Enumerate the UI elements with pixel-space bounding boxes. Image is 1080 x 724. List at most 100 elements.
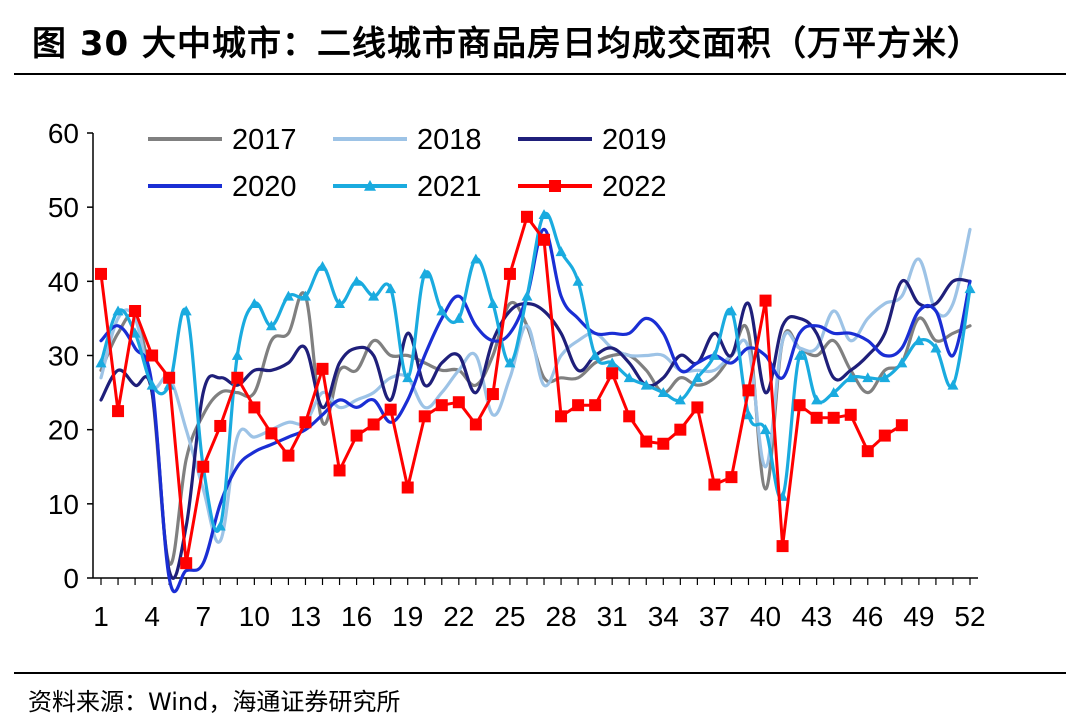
data-point-2022 [299, 416, 312, 429]
data-point-2021 [487, 298, 499, 308]
data-point-2021 [964, 283, 976, 294]
legend-label-2022: 2022 [602, 171, 667, 203]
data-point-2022 [708, 478, 721, 491]
data-point-2021 [317, 261, 329, 271]
legend-label-2020: 2020 [232, 171, 297, 203]
source-rule [14, 672, 1066, 674]
series-line-2022 [99, 215, 904, 565]
data-point-2022 [589, 399, 602, 412]
data-point-2021 [691, 372, 703, 383]
series-layer [95, 209, 976, 594]
data-point-2022 [367, 418, 380, 431]
data-point-2022 [810, 411, 823, 424]
data-point-2021 [282, 290, 294, 301]
series-line-2018 [99, 227, 972, 544]
data-point-2022 [640, 435, 653, 448]
data-point-2022 [316, 362, 329, 375]
series-2021 [95, 209, 976, 533]
x-tick-label: 28 [545, 601, 576, 632]
data-point-2022 [623, 410, 636, 423]
x-tick-label: 16 [341, 601, 372, 632]
data-point-2021 [248, 298, 260, 308]
data-point-2022 [282, 449, 295, 462]
legend-label-2017: 2017 [232, 124, 297, 156]
data-point-2021 [760, 424, 772, 435]
data-point-2022 [180, 557, 193, 570]
data-point-2021 [879, 372, 891, 383]
data-point-2022 [95, 267, 107, 280]
legend-item-2017: 2017 [148, 124, 297, 156]
legend-marker-2021 [364, 180, 376, 191]
data-point-2021 [146, 379, 158, 390]
data-point-2022 [776, 540, 789, 553]
legend-label-2018: 2018 [417, 124, 482, 156]
data-point-2022 [742, 384, 755, 397]
data-point-2022 [163, 371, 176, 384]
data-point-2022 [861, 445, 874, 458]
data-point-2022 [674, 423, 687, 436]
data-point-2022 [725, 471, 738, 484]
legend-label-2019: 2019 [602, 124, 667, 156]
y-tick-label: 20 [48, 415, 79, 446]
data-point-2021 [385, 283, 397, 294]
data-point-2021 [640, 379, 652, 390]
legend-label-2021: 2021 [417, 171, 482, 203]
data-point-2022 [197, 460, 210, 473]
data-point-2021 [828, 387, 840, 397]
series-2018 [99, 227, 972, 544]
x-tick-label: 49 [903, 601, 934, 632]
data-point-2021 [589, 350, 601, 360]
data-point-2021 [794, 350, 806, 360]
x-tick-label: 7 [195, 601, 211, 632]
x-tick-label: 13 [290, 601, 321, 632]
x-tick-label: 22 [443, 601, 474, 632]
data-point-2021 [623, 372, 635, 383]
data-point-2021 [453, 312, 465, 323]
data-point-2022 [146, 349, 159, 362]
data-point-2022 [265, 427, 278, 440]
data-point-2022 [606, 367, 619, 380]
data-point-2021 [896, 357, 908, 368]
chart-axes: 0 10 20 30 40 50 60 1 4 7 10 13 16 19 22 25 28 31 34 37 40 43… [48, 118, 986, 632]
data-point-2021 [811, 394, 823, 405]
x-tick-label: 25 [494, 601, 525, 632]
x-tick-label: 4 [144, 601, 160, 632]
data-point-2022 [827, 411, 840, 424]
data-point-2021 [112, 305, 124, 316]
data-point-2021 [504, 357, 516, 368]
data-point-2021 [351, 275, 363, 286]
data-point-2022 [129, 305, 142, 317]
x-tick-label: 31 [597, 601, 628, 632]
data-point-2021 [299, 290, 311, 301]
x-tick-label: 37 [699, 601, 730, 632]
x-tick-label: 10 [239, 601, 270, 632]
data-point-2022 [572, 399, 585, 412]
y-tick-label: 40 [48, 266, 79, 297]
legend-item-2020: 2020 [148, 171, 297, 203]
data-point-2022 [350, 429, 363, 442]
chart-legend: 2017 2018 2019 2020 2021 2022 [148, 124, 667, 203]
data-point-2022 [214, 419, 227, 432]
data-point-2021 [708, 350, 720, 360]
data-point-2021 [845, 372, 857, 383]
data-point-2022 [452, 396, 465, 409]
title-rule [14, 73, 1066, 75]
data-point-2022 [555, 410, 568, 423]
data-point-2022 [503, 267, 516, 280]
data-point-2021 [606, 357, 618, 368]
data-point-2021 [674, 394, 686, 405]
data-point-2022 [418, 410, 431, 423]
data-point-2021 [725, 305, 737, 316]
data-point-2022 [248, 401, 261, 414]
data-point-2021 [947, 379, 959, 390]
legend-item-2019: 2019 [518, 124, 667, 156]
data-point-2021 [521, 290, 533, 301]
x-tick-label: 40 [750, 601, 781, 632]
x-tick-label: 43 [801, 601, 832, 632]
data-point-2021 [95, 357, 107, 368]
data-point-2021 [555, 246, 567, 257]
data-point-2022 [231, 371, 244, 384]
source-note: 资料来源：Wind，海通证券研究所 [28, 688, 401, 716]
data-point-2021 [180, 305, 192, 316]
data-point-2022 [844, 408, 857, 421]
